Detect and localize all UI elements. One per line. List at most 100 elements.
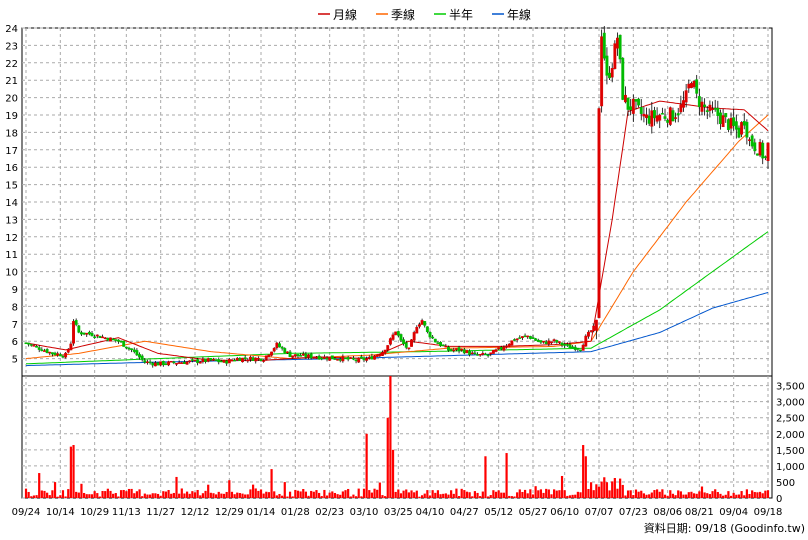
candle-body <box>164 363 168 366</box>
candle-body <box>159 361 163 366</box>
candle-body <box>447 346 450 351</box>
candle-body <box>729 118 733 129</box>
candle-body <box>721 115 725 128</box>
date-tick-label: 09/18 <box>754 507 783 518</box>
price-tick-label: 8 <box>12 302 18 313</box>
candle <box>394 331 398 336</box>
candle-body <box>666 119 670 123</box>
candle-body <box>259 358 263 361</box>
candle-body <box>45 349 49 353</box>
volume-bar <box>471 496 474 498</box>
candle <box>98 335 102 339</box>
candle <box>66 348 70 354</box>
candle-body <box>357 357 361 363</box>
price-tick-label: 11 <box>5 250 18 261</box>
candle-body <box>592 325 596 332</box>
volume-bar <box>360 496 363 498</box>
volume-bar <box>399 493 403 498</box>
candle-body <box>190 359 194 361</box>
candle-body <box>344 357 347 360</box>
volume-bar <box>579 492 582 498</box>
candle <box>631 94 635 122</box>
candle <box>312 357 316 359</box>
volume-bar <box>339 494 342 498</box>
volume-bar <box>737 494 741 498</box>
volume-bar <box>259 489 263 498</box>
volume-tick-label: 3,000 <box>776 398 805 409</box>
volume-bar <box>320 496 323 498</box>
candle-body <box>351 357 355 360</box>
candle <box>484 352 487 356</box>
volume-bar <box>209 492 212 498</box>
volume-bar <box>188 493 191 498</box>
candle-body <box>645 114 648 119</box>
volume-bar <box>473 491 476 498</box>
candle <box>600 29 604 113</box>
volume-bar <box>251 484 255 498</box>
volume-bar <box>146 494 149 498</box>
volume-bar <box>698 491 701 498</box>
volume-bar <box>413 492 416 498</box>
candle <box>766 142 770 170</box>
price-tick-label: 23 <box>5 41 18 52</box>
candle <box>399 333 403 342</box>
candle-body <box>37 347 41 350</box>
candle-body <box>605 55 609 76</box>
volume-bar <box>481 491 484 498</box>
candle <box>557 341 561 345</box>
volume-bar <box>616 488 619 498</box>
volume-bar <box>700 486 704 498</box>
candle-body <box>391 334 395 340</box>
volume-bar <box>354 496 358 498</box>
candle-body <box>386 345 390 351</box>
candle-body <box>507 343 511 347</box>
volume-bar <box>312 491 315 498</box>
candle-body <box>655 115 659 122</box>
volume-bar <box>347 488 350 498</box>
volume-bar <box>88 494 91 498</box>
candle-body <box>650 110 654 127</box>
candle <box>169 360 173 363</box>
candle-body <box>608 72 612 79</box>
volume-bar <box>766 490 770 498</box>
volume-bar <box>323 489 326 498</box>
candle-body <box>325 357 329 360</box>
volume-bar <box>640 490 643 498</box>
candle-body <box>581 344 585 351</box>
volume-bar <box>589 482 593 498</box>
candle <box>425 326 429 334</box>
volume-bar <box>180 488 183 498</box>
volume-bar <box>362 488 366 498</box>
volume-bar <box>431 490 434 498</box>
candle-body <box>270 351 274 356</box>
candle <box>650 101 654 134</box>
candle-body <box>761 142 765 159</box>
candle-body <box>370 356 374 360</box>
candle <box>196 357 200 366</box>
candle-body <box>515 338 519 341</box>
candle-body <box>573 346 577 350</box>
volume-bar <box>109 490 112 498</box>
volume-bar <box>233 494 236 498</box>
price-tick-label: 24 <box>5 24 18 35</box>
candle-body <box>425 326 429 333</box>
candle-body <box>378 354 382 357</box>
candle-body <box>354 359 358 362</box>
volume-tick-label: 500 <box>776 478 795 489</box>
volume-bar <box>574 494 577 498</box>
candle-body <box>61 355 65 358</box>
volume-bar <box>669 490 672 498</box>
candle <box>243 355 247 362</box>
volume-bar <box>51 490 54 498</box>
candle-body <box>346 357 350 360</box>
candle <box>734 114 738 139</box>
candle <box>270 351 274 357</box>
candle-body <box>597 108 601 318</box>
candle-body <box>185 361 189 365</box>
candle-body <box>550 341 553 344</box>
candle-body <box>412 332 416 341</box>
date-tick-label: 01/14 <box>247 507 276 518</box>
volume-bar <box>331 491 334 498</box>
candle-body <box>716 107 720 116</box>
legend-label: 季線 <box>391 7 415 22</box>
